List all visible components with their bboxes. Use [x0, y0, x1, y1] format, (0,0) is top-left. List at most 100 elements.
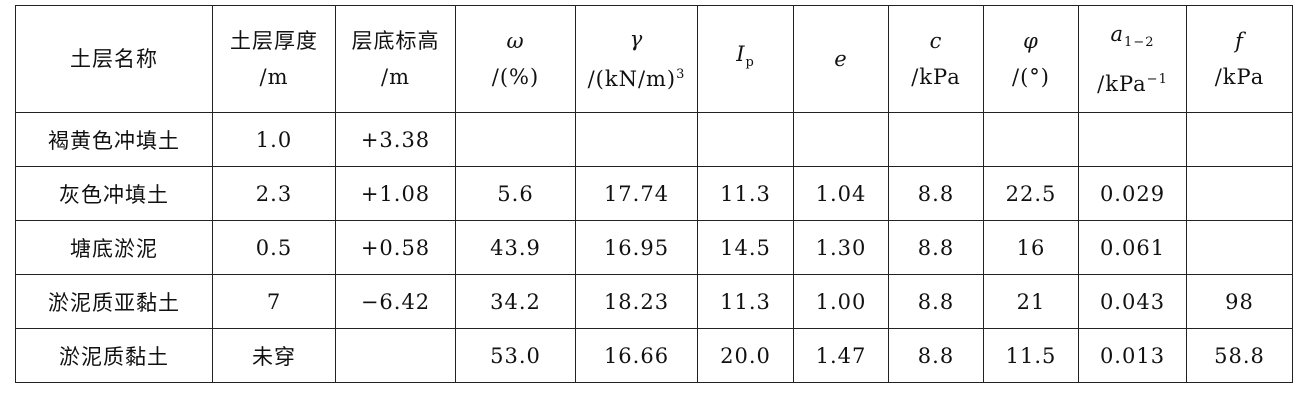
table-cell: 0.043 — [1078, 274, 1187, 329]
table-cell: 1.00 — [793, 274, 889, 329]
header-sup: −1 — [1146, 71, 1168, 87]
table-cell: 1.47 — [793, 328, 889, 383]
table-cell: 53.0 — [455, 328, 576, 383]
header-sup: 3 — [676, 67, 686, 82]
table-row: 塘底淤泥 0.5 +0.58 43.9 16.95 14.5 1.30 8.8 16 0.061 — [15, 220, 1293, 275]
header-cell: γ /(kN/m)3 — [575, 5, 698, 113]
table-cell — [1078, 112, 1187, 167]
header-cell: a1−2/kPa−1 — [1078, 5, 1187, 113]
table-cell — [697, 112, 794, 167]
table-cell: 16 — [983, 220, 1079, 275]
table-cell — [1186, 166, 1293, 221]
table-cell: 8.8 — [888, 328, 984, 383]
row-label: 灰色冲填土 — [15, 166, 213, 221]
table-cell: 1.04 — [793, 166, 889, 221]
header-cell: f/kPa — [1186, 5, 1293, 113]
table-cell: 34.2 — [455, 274, 576, 329]
table-cell: 58.8 — [1186, 328, 1293, 383]
table-cell: 1.0 — [212, 112, 336, 167]
header-unit: /kPa — [911, 65, 961, 89]
row-label: 褐黄色冲填土 — [15, 112, 213, 167]
table-cell: +1.08 — [335, 166, 456, 221]
header-symbol: f — [1235, 29, 1244, 53]
table-row: 褐黄色冲填土 1.0 +3.38 — [15, 112, 1293, 167]
header-text: 土层厚度 — [230, 29, 318, 53]
header-cell: Ip — [697, 5, 794, 113]
table-cell: 16.95 — [575, 220, 698, 275]
table-cell — [1186, 112, 1293, 167]
table-cell: −6.42 — [335, 274, 456, 329]
header-cell: e — [793, 5, 889, 113]
header-symbol: γ — [629, 27, 644, 51]
table-cell: 8.8 — [888, 220, 984, 275]
header-unit: /(kN/m) — [587, 67, 677, 91]
table-cell: 14.5 — [697, 220, 794, 275]
table-cell: 18.23 — [575, 274, 698, 329]
header-unit: /(%) — [491, 65, 540, 89]
table-cell: 43.9 — [455, 220, 576, 275]
row-label: 淤泥质黏土 — [15, 328, 213, 383]
header-cell: ω /(%) — [455, 5, 576, 113]
header-sub: p — [745, 55, 755, 71]
table-cell — [1186, 220, 1293, 275]
table-cell: 21 — [983, 274, 1079, 329]
table-cell: 11.3 — [697, 166, 794, 221]
header-symbol: a — [1110, 22, 1125, 47]
header-cell: φ /(°) — [983, 5, 1079, 113]
table-cell: 22.5 — [983, 166, 1079, 221]
table-row: 淤泥质亚黏土 7 −6.42 34.2 18.23 11.3 1.00 8.8 21 0.043 9… — [15, 274, 1293, 329]
header-row: 土层名称 土层厚度/m 层底标高/m ω/(%) γ/(kN/m)3 Ip e … — [15, 5, 1293, 113]
header-symbol: ω — [506, 29, 525, 53]
header-cell: 土层名称 — [15, 5, 213, 113]
header-text: 层底标高 — [351, 29, 440, 53]
table-cell — [888, 112, 984, 167]
header-cell: c/kPa — [888, 5, 984, 113]
header-unit: /kPa — [1097, 71, 1147, 96]
table-row: 淤泥质黏土 未穿 53.0 16.66 20.0 1.47 8.8 11.5 0.013 58.8 — [15, 328, 1293, 383]
table-cell: +0.58 — [335, 220, 456, 275]
table-cell: 16.66 — [575, 328, 698, 383]
table-cell: 1.30 — [793, 220, 889, 275]
table-cell: 98 — [1186, 274, 1293, 329]
header-cell: 土层厚度/m — [212, 5, 336, 113]
table-row: 灰色冲填土 2.3 +1.08 5.6 17.74 11.3 1.04 8.8 22.5 0.02… — [15, 166, 1293, 221]
table-cell: 8.8 — [888, 166, 984, 221]
table-cell: 11.5 — [983, 328, 1079, 383]
table-cell: 未穿 — [212, 328, 336, 383]
header-sub: 1−2 — [1124, 35, 1155, 51]
header-unit: /kPa — [1214, 65, 1265, 89]
table-cell: 8.8 — [888, 274, 984, 329]
header-unit: /m — [381, 65, 410, 89]
table-cell: 11.3 — [697, 274, 794, 329]
table-cell: 0.013 — [1078, 328, 1187, 383]
header-unit: /m — [259, 65, 289, 89]
table-cell — [983, 112, 1079, 167]
row-label: 塘底淤泥 — [15, 220, 213, 275]
header-symbol: c — [929, 29, 943, 53]
header-cell: 层底标高/m — [335, 5, 456, 113]
header-symbol: e — [834, 47, 848, 71]
table-cell: 2.3 — [212, 166, 336, 221]
table-cell: 7 — [212, 274, 336, 329]
table-cell: 0.029 — [1078, 166, 1187, 221]
header: 土层名称 土层厚度/m 层底标高/m ω/(%) γ/(kN/m)3 Ip e … — [15, 5, 1293, 113]
table-cell — [455, 112, 576, 167]
table-cell: 20.0 — [697, 328, 794, 383]
header-text: 土层名称 — [70, 47, 158, 71]
row-label: 淤泥质亚黏土 — [15, 274, 213, 329]
table-cell: 17.74 — [575, 166, 698, 221]
table-cell — [335, 328, 456, 383]
table-cell: 5.6 — [455, 166, 576, 221]
table-body: 褐黄色冲填土 1.0 +3.38 灰色冲填土 2.3 +1.08 5.6 17.74 11.3 1… — [15, 112, 1293, 383]
table-cell — [793, 112, 889, 167]
table-cell: 0.5 — [212, 220, 336, 275]
table-cell: 0.061 — [1078, 220, 1187, 275]
header-symbol: I — [736, 42, 746, 67]
header-symbol: φ — [1023, 29, 1039, 53]
table-cell: +3.38 — [335, 112, 456, 167]
header-unit: /(°) — [1012, 65, 1050, 89]
table: 土层名称 土层厚度/m 层底标高/m ω/(%) γ/(kN/m)3 Ip e … — [15, 5, 1293, 383]
table-cell — [575, 112, 698, 167]
